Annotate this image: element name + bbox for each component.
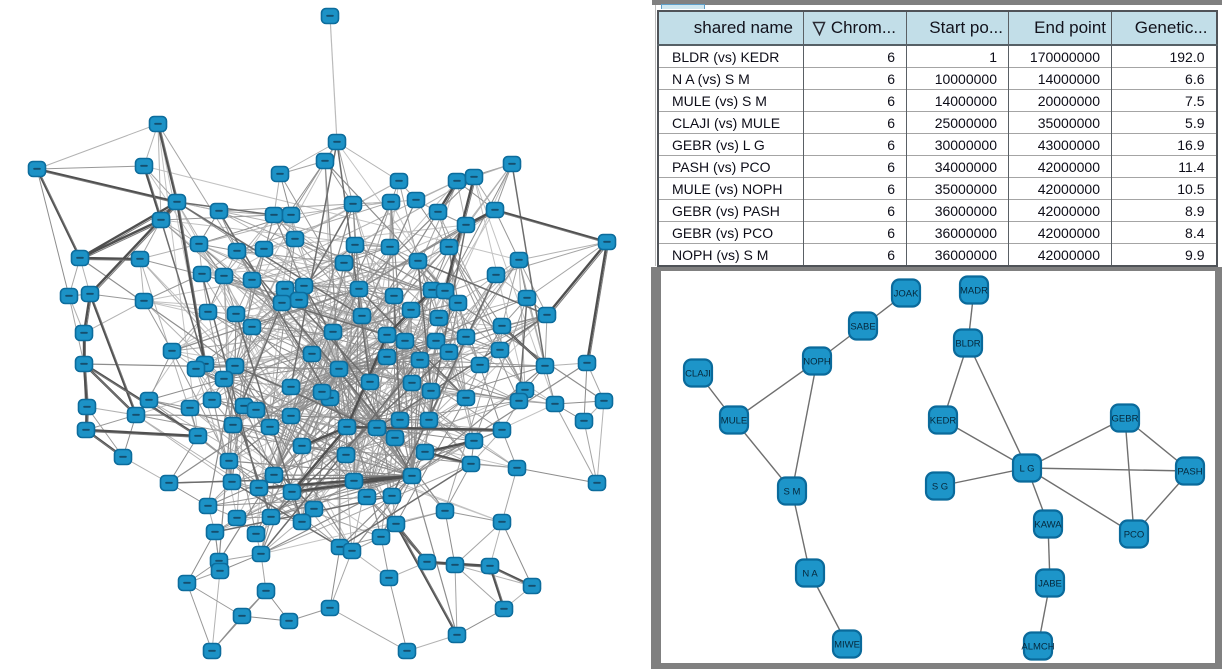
- svg-text:SABE: SABE: [850, 321, 875, 332]
- svg-text:MIWE: MIWE: [834, 639, 860, 650]
- svg-text:MADR: MADR: [960, 285, 988, 296]
- svg-text:S G: S G: [932, 481, 948, 492]
- svg-text:L G: L G: [1020, 463, 1035, 474]
- svg-text:GEBR: GEBR: [1112, 413, 1139, 424]
- svg-text:JABE: JABE: [1038, 578, 1062, 589]
- svg-text:KAWA: KAWA: [1034, 519, 1062, 530]
- svg-text:S M: S M: [784, 486, 801, 497]
- svg-text:PCO: PCO: [1124, 529, 1145, 540]
- svg-text:CLAJI: CLAJI: [685, 368, 711, 379]
- svg-text:MULE: MULE: [721, 415, 747, 426]
- svg-text:NOPH: NOPH: [803, 356, 831, 367]
- svg-text:PASH: PASH: [1177, 466, 1202, 477]
- svg-text:ALMCH: ALMCH: [1021, 641, 1054, 652]
- svg-text:N A: N A: [802, 568, 818, 579]
- svg-text:BLDR: BLDR: [955, 338, 980, 349]
- svg-text:JOAK: JOAK: [894, 288, 919, 299]
- svg-text:KEDR: KEDR: [930, 415, 957, 426]
